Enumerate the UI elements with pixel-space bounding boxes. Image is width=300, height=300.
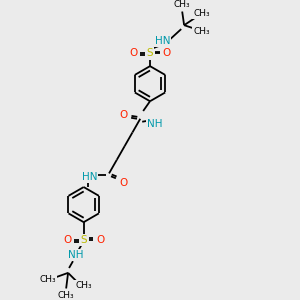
Text: CH₃: CH₃	[174, 0, 190, 9]
Text: CH₃: CH₃	[58, 291, 74, 300]
Text: HN: HN	[155, 36, 170, 46]
Text: S: S	[147, 49, 153, 58]
Text: NH: NH	[68, 250, 84, 260]
Text: CH₃: CH₃	[194, 9, 210, 18]
Text: O: O	[129, 49, 137, 58]
Text: CH₃: CH₃	[39, 275, 56, 284]
Text: O: O	[119, 178, 128, 188]
Text: S: S	[80, 235, 87, 245]
Text: O: O	[63, 235, 71, 245]
Text: O: O	[119, 110, 128, 120]
Text: NH: NH	[147, 119, 163, 129]
Text: CH₃: CH₃	[75, 281, 92, 290]
Text: CH₃: CH₃	[194, 26, 210, 35]
Text: O: O	[96, 235, 104, 245]
Text: O: O	[163, 49, 171, 58]
Text: HN: HN	[82, 172, 97, 182]
